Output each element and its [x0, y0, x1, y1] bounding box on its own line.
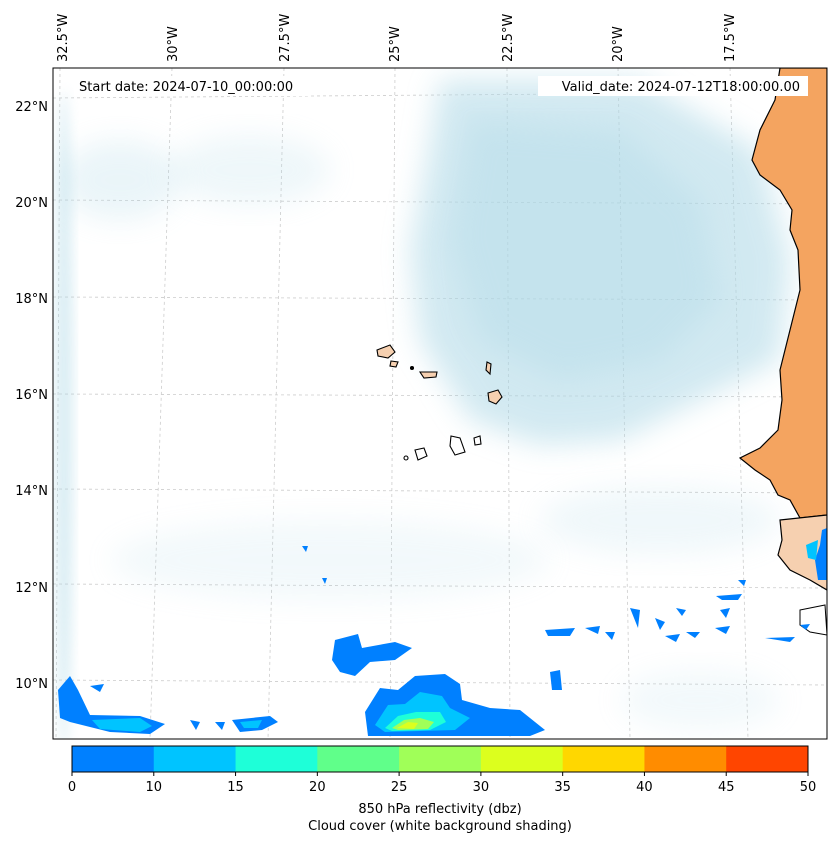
- colorbar-label: 850 hPa reflectivity (dbz): [358, 802, 521, 817]
- colorbar-swatch: [72, 746, 155, 772]
- colorbar-swatch: [317, 746, 400, 772]
- colorbar-swatch: [562, 746, 645, 772]
- colorbar-swatch: [235, 746, 318, 772]
- colorbar-sublabel: Cloud cover (white background shading): [308, 819, 572, 834]
- lat-label-12n: 12°N: [15, 581, 48, 596]
- lon-label-22-5w: 22.5°W: [501, 14, 516, 62]
- colorbar-tick-label: 50: [800, 780, 817, 795]
- longitude-labels: 32.5°W 30°W 27.5°W 25°W 22.5°W 20°W 17.5…: [56, 14, 738, 62]
- map-border: [52, 67, 828, 740]
- colorbar-tick-label: 40: [636, 780, 653, 795]
- colorbar-swatch: [644, 746, 727, 772]
- colorbar-ticks: 0 10 15 20 25 30 35 40 45 50: [68, 772, 816, 795]
- start-date-label: Start date: 2024-07-10_00:00:00: [79, 80, 293, 95]
- colorbar-tick-label: 25: [391, 780, 408, 795]
- colorbar-border: [71, 745, 809, 773]
- lat-label-18n: 18°N: [15, 292, 48, 307]
- lat-label-22n: 22°N: [15, 100, 48, 115]
- cloud-cover-shading: [55, 80, 790, 739]
- lon-label-27-5w: 27.5°W: [278, 14, 293, 62]
- cabo-verde-islands: [376, 344, 503, 461]
- colorbar-tick-label: 15: [227, 780, 244, 795]
- colorbar-tick-label: 35: [554, 780, 571, 795]
- colorbar-swatch: [153, 746, 237, 772]
- start-date-box: [74, 76, 310, 96]
- colorbar-swatch: [480, 746, 564, 772]
- valid-date-box: [538, 76, 808, 96]
- lon-label-32-5w: 32.5°W: [56, 14, 71, 62]
- lat-label-20n: 20°N: [15, 196, 48, 211]
- lon-label-17-5w: 17.5°W: [723, 14, 738, 62]
- colorbar: 0 10 15 20 25 30 35 40 45 50 850 hPa reflectivity…: [68, 745, 816, 834]
- lat-label-14n: 14°N: [15, 484, 48, 499]
- colorbar-tick-label: 30: [473, 780, 490, 795]
- reflectivity-shading: [58, 528, 827, 736]
- africa-landmass: [738, 68, 827, 636]
- lon-label-20w: 20°W: [611, 26, 626, 62]
- colorbar-tick-label: 45: [718, 780, 735, 795]
- valid-date-label: Valid_date: 2024-07-12T18:00:00.00: [562, 80, 800, 95]
- colorbar-tick-label: 20: [309, 780, 326, 795]
- colorbar-swatch: [726, 746, 809, 772]
- colorbar-tick-label: 10: [146, 780, 163, 795]
- gridlines: [53, 68, 827, 739]
- lat-label-16n: 16°N: [15, 388, 48, 403]
- colorbar-swatches: [72, 746, 809, 772]
- lon-label-30w: 30°W: [166, 26, 181, 62]
- lon-label-25w: 25°W: [388, 26, 403, 62]
- colorbar-tick-label: 0: [68, 780, 76, 795]
- colorbar-swatch: [399, 746, 482, 772]
- lat-label-10n: 10°N: [15, 677, 48, 692]
- latitude-labels: 22°N 20°N 18°N 16°N 14°N 12°N 10°N: [15, 100, 48, 692]
